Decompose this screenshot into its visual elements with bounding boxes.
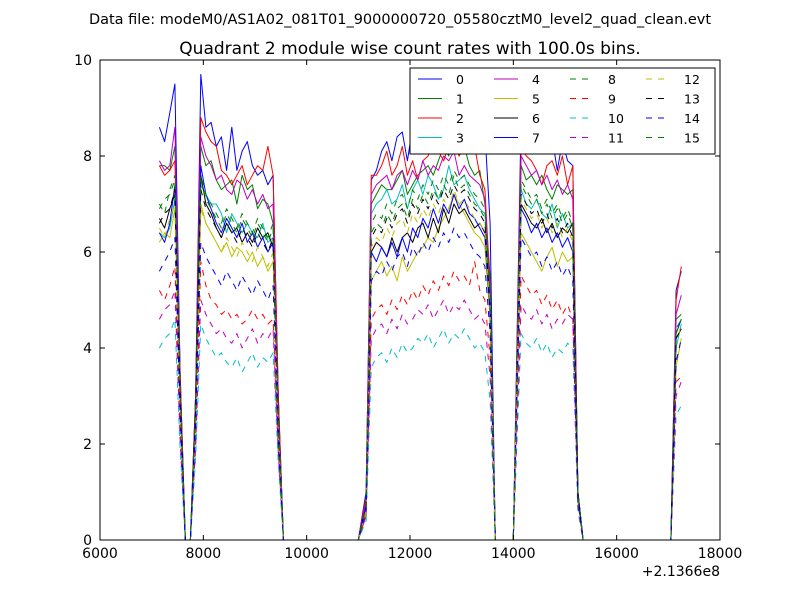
legend-label-13: 13 [684,92,700,107]
y-tick-label: 2 [83,437,92,453]
series-line-5 [158,193,682,540]
chart-title: Quadrant 2 module wise count rates with … [179,39,640,59]
x-tick-label: 16000 [594,546,639,562]
legend-label-1: 1 [456,92,464,107]
series-line-11 [158,289,682,540]
legend-label-3: 3 [456,131,464,146]
legend-label-6: 6 [532,111,540,126]
legend-label-14: 14 [684,111,700,126]
legend-label-0: 0 [456,72,464,87]
x-tick-label: 18000 [698,546,743,562]
series-line-4 [158,126,682,540]
series-line-7 [158,165,682,540]
legend-label-9: 9 [608,92,616,107]
series-line-3 [159,165,682,540]
series-line-13 [158,184,682,540]
x-tick-label: 8000 [186,546,222,562]
y-tick-label: 6 [83,245,92,261]
series-line-1 [159,126,682,540]
y-tick-label: 0 [83,533,92,549]
x-tick-label: 12000 [388,546,433,562]
x-tick-label: 14000 [491,546,536,562]
y-tick-label: 4 [83,341,92,357]
series-line-10 [158,318,682,540]
series-line-14 [158,227,682,540]
legend-label-10: 10 [608,111,624,126]
x-tick-label: 6000 [82,546,118,562]
legend-label-11: 11 [608,131,624,146]
legend-label-5: 5 [532,92,540,107]
legend-label-2: 2 [456,111,464,126]
legend-label-4: 4 [532,72,540,87]
series-layer [158,73,682,540]
y-tick-label: 8 [83,149,92,165]
legend-label-8: 8 [608,72,616,87]
series-line-9 [158,261,682,540]
legend-label-12: 12 [684,72,700,87]
y-tick-label: 10 [74,53,92,69]
legend-box [409,67,716,155]
x-offset-label: +2.1366e8 [642,564,720,580]
series-line-12 [158,189,682,540]
legend-label-15: 15 [684,131,700,146]
series-line-2 [158,117,682,540]
figure-suptitle: Data file: modeM0/AS1A02_081T01_90000007… [89,12,711,28]
series-line-15 [158,169,682,540]
legend-label-7: 7 [532,131,540,146]
x-tick-label: 10000 [284,546,329,562]
